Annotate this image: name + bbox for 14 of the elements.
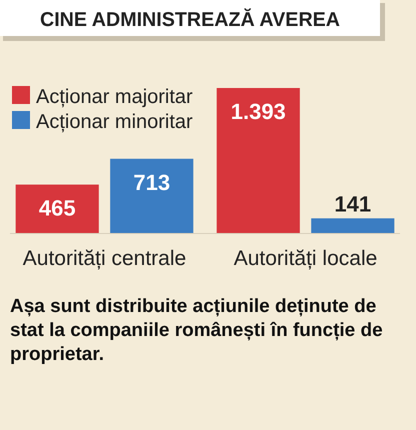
- data-label: 1.393: [230, 99, 286, 124]
- data-label: 713: [133, 170, 170, 195]
- bar: [311, 218, 394, 233]
- legend-label: Acționar minoritar: [36, 111, 194, 133]
- text: Așa sunt distribuite acțiunile deținute de stat la companiile românești în funcție de proprietar.: [10, 296, 383, 365]
- chart-title: CINE ADMINISTREAZĂ AVEREA: [40, 8, 345, 31]
- data-label: 141: [334, 191, 372, 216]
- x-tick-label: Autorități locale: [234, 247, 378, 270]
- bar: [216, 88, 300, 233]
- bar: [16, 184, 99, 233]
- x-tick-label: Autorități centrale: [22, 247, 186, 270]
- data-label: 465: [38, 196, 76, 221]
- legend-label: Acționar majoritar: [36, 86, 194, 108]
- bar: [110, 158, 194, 233]
